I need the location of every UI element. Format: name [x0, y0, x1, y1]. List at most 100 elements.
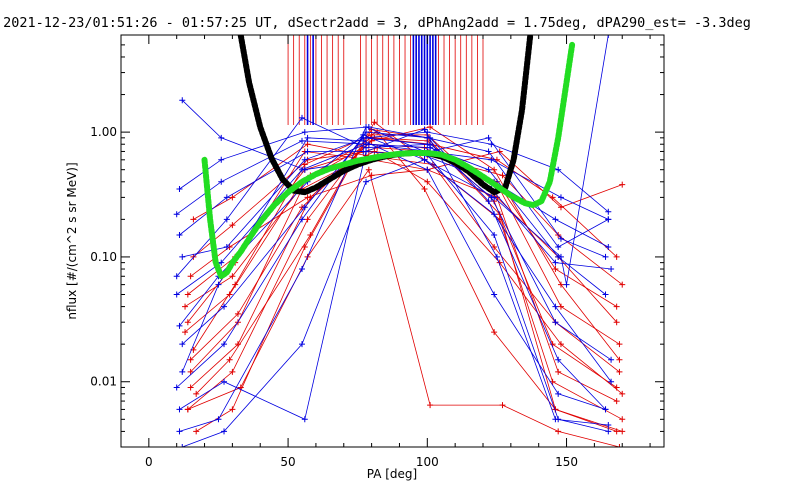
- series-point-26-3: [363, 144, 370, 151]
- series-point-1-2: [304, 216, 311, 223]
- series-point-15-5: [491, 231, 498, 238]
- series-point-3-6: [557, 303, 564, 310]
- series-point-20-6: [555, 356, 562, 363]
- series-point-2-0: [187, 384, 194, 391]
- series-point-27-7: [605, 216, 612, 223]
- series-point-7-2: [307, 231, 314, 238]
- series-point-16-6: [552, 319, 559, 326]
- series-point-27-2: [301, 129, 308, 136]
- series-point-3-1: [226, 291, 233, 298]
- series-point-23-6: [557, 235, 564, 242]
- y-tick-label-1: 0.10: [90, 250, 117, 264]
- series-point-22-2: [301, 156, 308, 163]
- series-point-26-7: [608, 266, 615, 273]
- series-point-20-2: [299, 216, 305, 223]
- series-point-27-4: [424, 134, 431, 141]
- series-point-16-0: [179, 341, 186, 348]
- series-point-18-6: [552, 216, 559, 223]
- series-point-9-0: [190, 216, 197, 223]
- series-point-22-0: [179, 253, 186, 260]
- series-point-14-6: [557, 204, 564, 211]
- series-point-12-0: [184, 406, 191, 413]
- series-point-28-7: [563, 281, 570, 288]
- series-point-3-7: [616, 341, 623, 348]
- series-point-22-1: [223, 244, 230, 251]
- series-point-21-0: [176, 322, 183, 329]
- series-point-25-0: [179, 368, 186, 375]
- series-point-10-3: [371, 148, 378, 155]
- series-point-13-4: [421, 186, 428, 193]
- series-point-27-6: [555, 244, 562, 251]
- series-point-15-7: [605, 428, 612, 435]
- series-point-16-2: [301, 204, 308, 211]
- series-point-13-5: [491, 329, 498, 336]
- series-point-27-5: [485, 148, 492, 155]
- series-point-16-7: [608, 356, 615, 363]
- series-line-10: [190, 151, 623, 395]
- series-point-10-4: [424, 178, 431, 185]
- series-point-16-1: [221, 303, 228, 310]
- series-point-28-4: [421, 156, 428, 163]
- series-point-7-0: [193, 390, 200, 397]
- series-line-9: [193, 143, 620, 373]
- series-point-24-1: [221, 378, 228, 385]
- series-point-23-5: [485, 134, 492, 141]
- series-point-6-4: [427, 123, 434, 130]
- series-point-23-1: [218, 178, 225, 185]
- series-point-24-7: [605, 422, 612, 429]
- series-point-21-7: [608, 378, 615, 385]
- series-point-23-2: [299, 137, 305, 144]
- series-point-24-0: [176, 406, 183, 413]
- series-point-5-5: [499, 172, 506, 179]
- series-point-22-7: [605, 208, 612, 215]
- series-point-28-3: [363, 178, 370, 185]
- series-point-17-0: [173, 291, 180, 298]
- series-point-22-3: [363, 134, 370, 141]
- series-point-10-6: [557, 341, 564, 348]
- series-point-21-5: [491, 211, 498, 218]
- series-point-26-0: [173, 273, 180, 280]
- series-point-26-6: [552, 259, 559, 266]
- series-point-25-5: [491, 291, 498, 298]
- series-point-11-1: [229, 273, 236, 280]
- series-point-18-7: [605, 244, 612, 251]
- series-point-19-5: [488, 156, 495, 163]
- series-point-19-6: [557, 194, 564, 201]
- series-line-27: [179, 126, 609, 248]
- series-point-14-2: [304, 194, 311, 201]
- series-point-26-2: [299, 114, 305, 121]
- series-point-24-4: [421, 126, 428, 133]
- series-line-22: [182, 131, 609, 258]
- series-point-18-1: [223, 194, 230, 201]
- series-point-25-4: [424, 166, 431, 173]
- series-point-17-1: [218, 259, 225, 266]
- series-point-25-3: [360, 137, 367, 144]
- series-point-28-1: [221, 428, 228, 435]
- series-point-28-0: [179, 444, 186, 447]
- series-point-21-6: [552, 303, 559, 310]
- series-point-7-3: [371, 119, 378, 126]
- series-point-11-7: [613, 253, 620, 260]
- series-point-11-0: [182, 303, 189, 310]
- series-point-27-1: [218, 156, 225, 163]
- series-point-3-0: [182, 329, 189, 336]
- series-point-13-7: [619, 428, 626, 435]
- series-point-12-6: [555, 428, 562, 435]
- series-point-27-0: [176, 186, 183, 193]
- series-point-23-7: [602, 253, 609, 260]
- series-point-6-7: [616, 356, 623, 363]
- series-point-24-2: [301, 416, 308, 423]
- plot-frame: [120, 34, 665, 448]
- series-point-12-3: [365, 166, 372, 173]
- fit-curve-green: [201, 41, 576, 280]
- series-point-1-1: [229, 368, 236, 375]
- series-point-24-6: [552, 416, 559, 423]
- series-point-18-0: [176, 231, 183, 238]
- series-point-6-5: [491, 166, 498, 173]
- series-point-19-1: [218, 134, 225, 141]
- series-point-20-0: [173, 384, 180, 391]
- series-line-25: [181, 137, 606, 410]
- series-line-26: [176, 117, 612, 277]
- x-tick-label-0: 0: [145, 455, 153, 469]
- series-line-23: [176, 137, 606, 258]
